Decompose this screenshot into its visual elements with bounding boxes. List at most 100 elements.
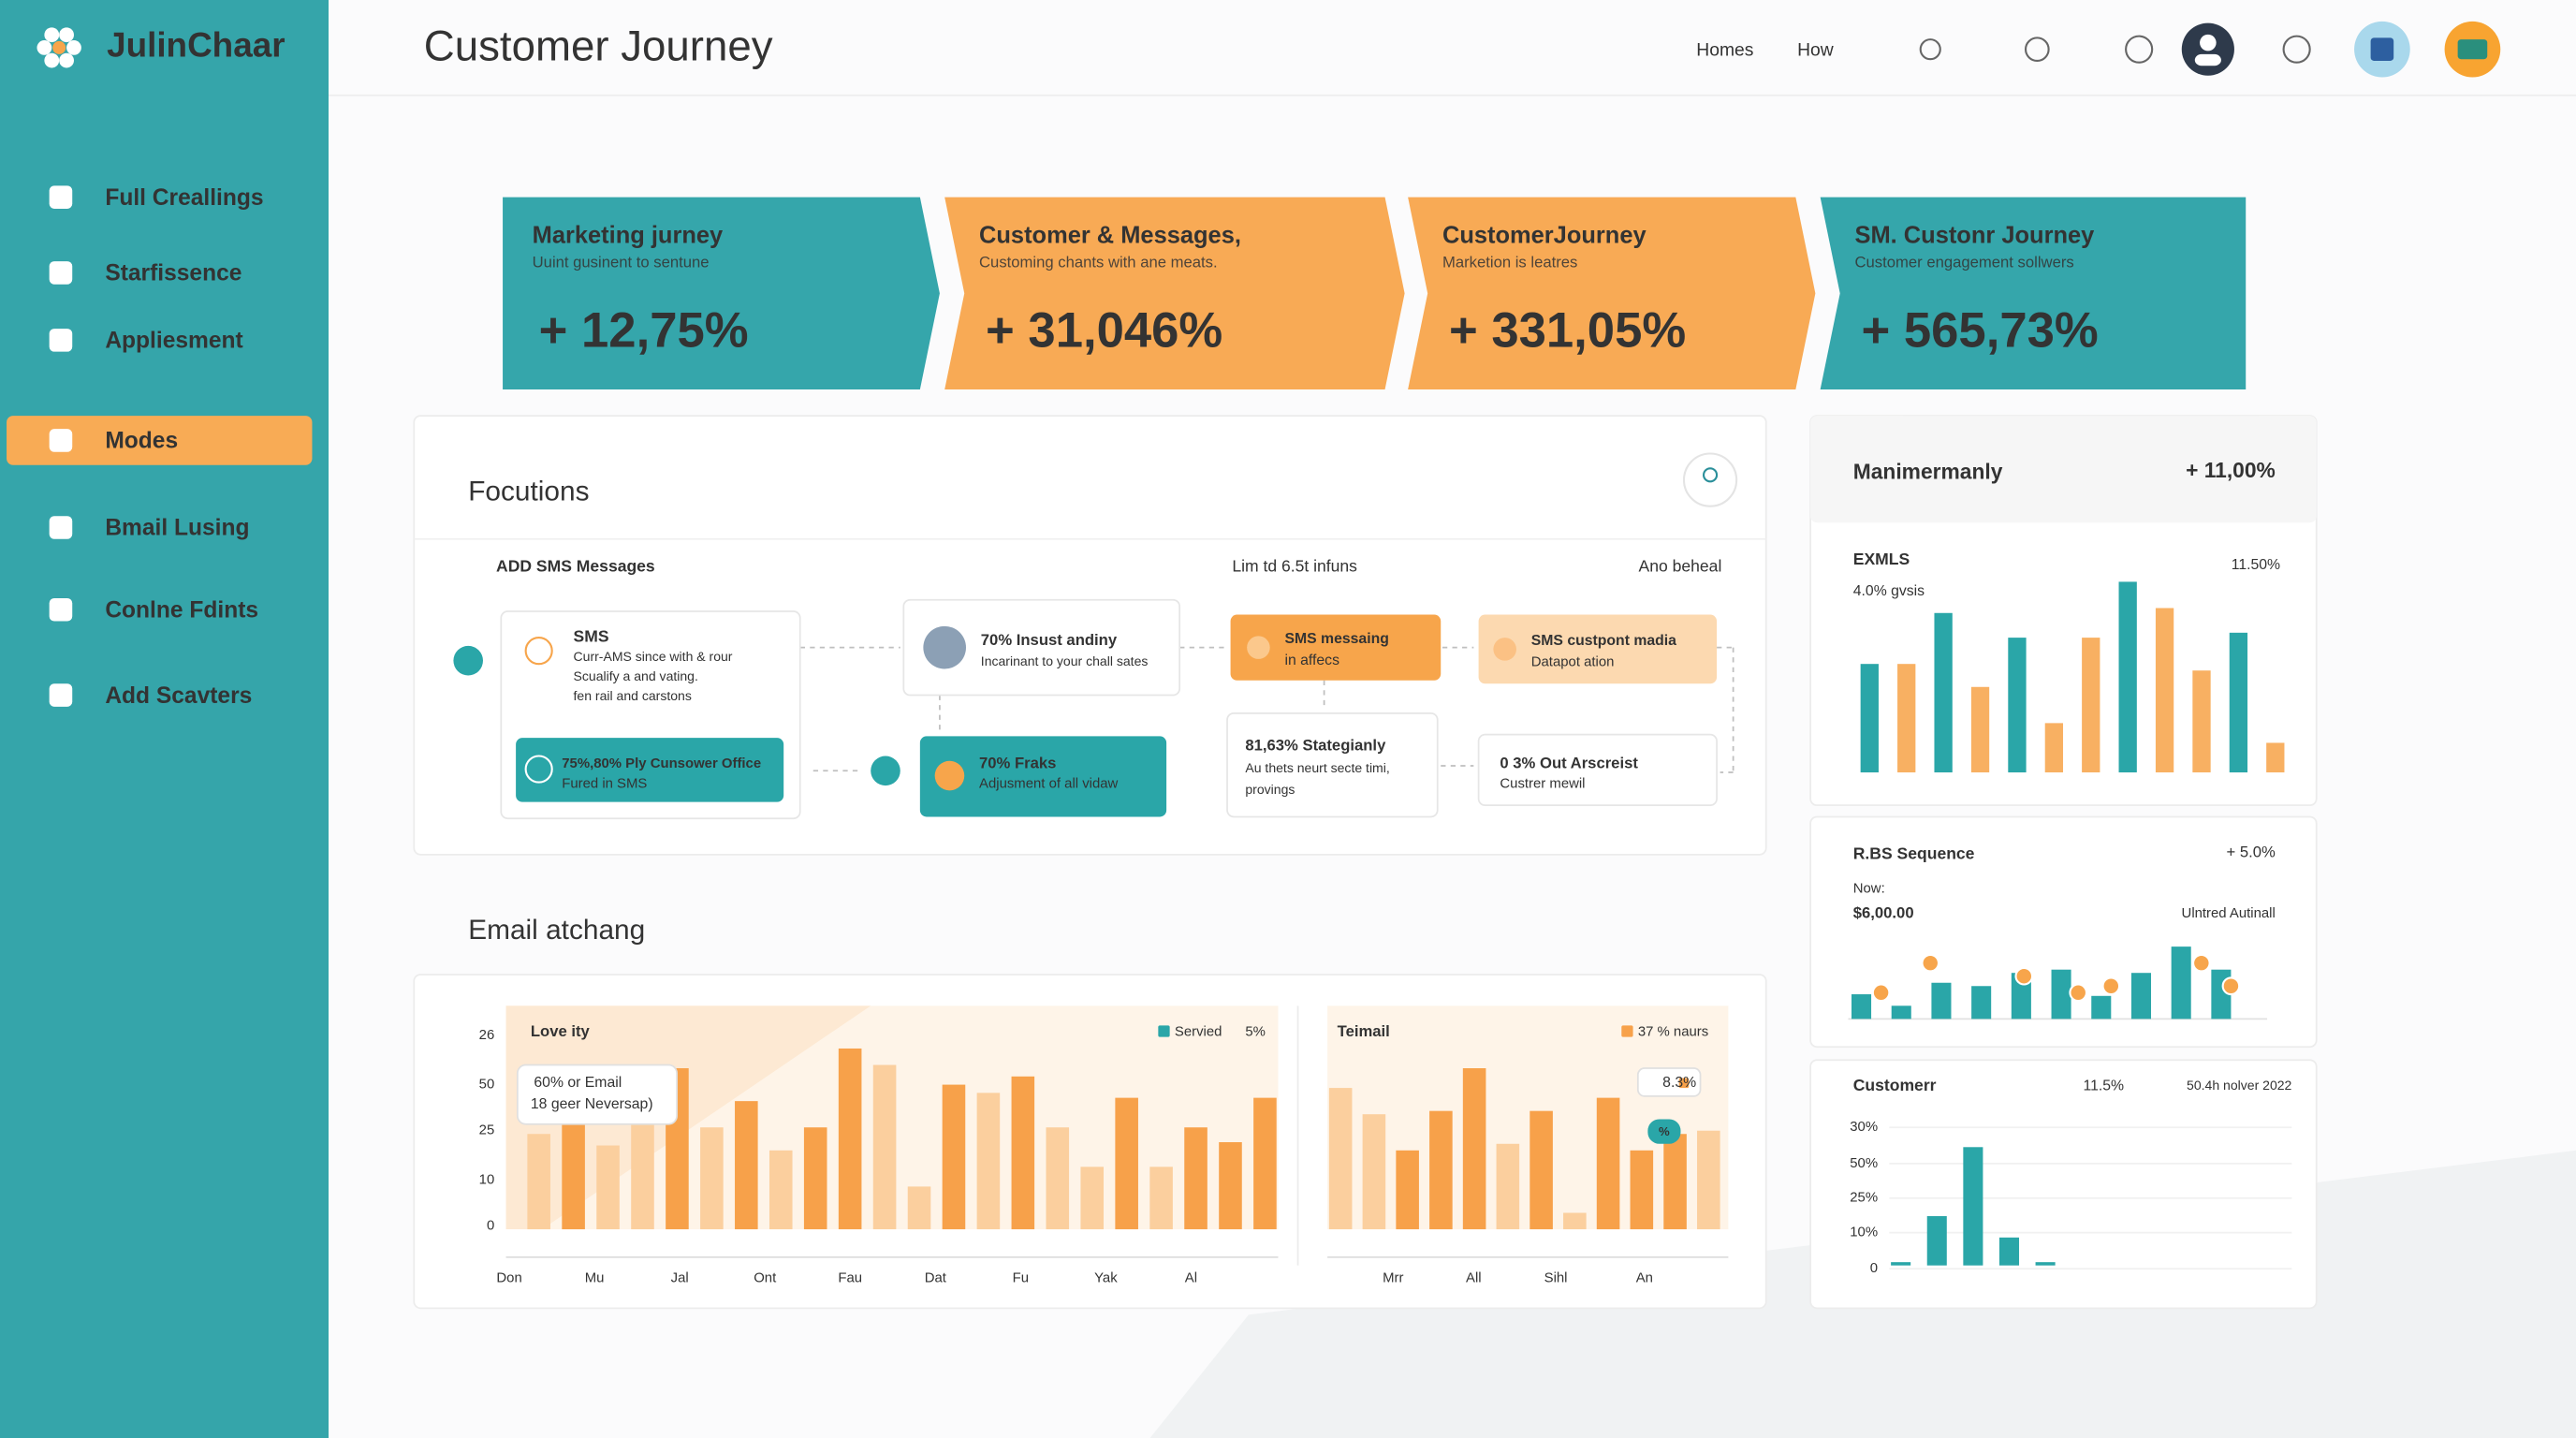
- node-icon: [1247, 636, 1270, 659]
- header-icon: [2282, 35, 2311, 64]
- bar: [1596, 1097, 1620, 1230]
- bar: [1891, 1262, 1911, 1266]
- nav-icon: [49, 185, 73, 209]
- bar: [1971, 986, 1992, 1020]
- bar: [1219, 1142, 1242, 1230]
- bar: [1396, 1150, 1419, 1230]
- bar: [596, 1145, 620, 1230]
- panel-icon: [1682, 452, 1738, 507]
- axis-label: 25: [479, 1123, 495, 1138]
- bar: [1362, 1114, 1386, 1230]
- avatar-body: [2194, 53, 2221, 66]
- node-icon: [934, 760, 965, 791]
- column-header: Lim td 6.5t infuns: [1232, 556, 1357, 575]
- chart-note: 11.50%: [2232, 557, 2280, 573]
- header-link[interactable]: Homes: [1696, 41, 1753, 61]
- nav-item[interactable]: Full Creallings: [105, 185, 263, 211]
- dot-marker: [2014, 966, 2034, 986]
- bar: [1934, 612, 1953, 773]
- flow-node: [1230, 614, 1442, 681]
- node-text: provings: [1245, 782, 1295, 797]
- logo-petal: [37, 40, 52, 55]
- bar: [527, 1134, 550, 1230]
- sidebar: [0, 0, 329, 1438]
- bar: [700, 1127, 724, 1230]
- x-label: Jal: [671, 1271, 689, 1286]
- check-node: [871, 756, 900, 786]
- chart-amount: $6,00.00: [1853, 903, 1914, 921]
- nav-item[interactable]: Modes: [105, 429, 178, 454]
- logo-petal: [59, 27, 74, 43]
- axis-label: 26: [479, 1028, 495, 1043]
- x-label: Mu: [585, 1271, 605, 1286]
- avatar-head: [2200, 34, 2217, 51]
- page-title: Customer Journey: [424, 22, 773, 70]
- bar: [1184, 1127, 1208, 1230]
- axis-label: 50: [479, 1078, 495, 1093]
- bar: [1852, 994, 1872, 1020]
- kpi-subtitle: Customing chants with ane meats.: [979, 253, 1218, 271]
- nav-item[interactable]: Appliesment: [105, 329, 242, 354]
- header-icon: [2024, 37, 2050, 63]
- kpi-value: + 331,05%: [1449, 302, 1686, 358]
- header-link[interactable]: How: [1797, 41, 1834, 61]
- bar: [2044, 723, 2064, 773]
- node-text: Scualify a and vating.: [574, 668, 698, 683]
- bar: [1926, 1216, 1947, 1266]
- bar: [1046, 1127, 1070, 1230]
- bar: [1011, 1076, 1035, 1230]
- app-icon: [2370, 37, 2394, 61]
- panel-value: + 5.0%: [2226, 843, 2276, 860]
- x-label: An: [1636, 1271, 1653, 1286]
- axis-label: 0: [487, 1218, 494, 1233]
- header-icon: [2125, 35, 2154, 64]
- header-icon: [1919, 38, 1941, 61]
- node-text: Au thets neurt secte timi,: [1245, 760, 1389, 775]
- bar: [907, 1186, 931, 1230]
- chart-title: Love ity: [531, 1022, 591, 1040]
- bar: [735, 1101, 758, 1230]
- x-label: Ont: [754, 1271, 777, 1286]
- nav-icon: [49, 329, 73, 352]
- axis-label: 25%: [1850, 1191, 1878, 1206]
- bar: [1462, 1068, 1486, 1230]
- bar: [942, 1084, 966, 1230]
- chart-note: 50.4h nolver 2022: [2187, 1078, 2292, 1093]
- dot-marker: [2101, 976, 2121, 996]
- nav-item[interactable]: Add Scavters: [105, 683, 252, 709]
- chart-title: EXMLS: [1853, 550, 1910, 568]
- node-text: Incarinant to your chall sates: [981, 653, 1149, 668]
- x-label: Fau: [838, 1271, 862, 1286]
- logo-petal: [59, 52, 74, 68]
- bar: [1253, 1097, 1277, 1230]
- kpi-card: [1408, 197, 1816, 390]
- panel-title: Focutions: [468, 477, 589, 507]
- nav-icon: [49, 683, 73, 707]
- dot-marker: [2221, 976, 2241, 996]
- nav-item[interactable]: Bmail Lusing: [105, 516, 249, 541]
- node-icon: [1493, 638, 1516, 661]
- bar: [2051, 969, 2071, 1020]
- kpi-subtitle: Uuint gusinent to sentune: [533, 253, 710, 271]
- kpi-value: + 565,73%: [1862, 302, 2099, 358]
- node-text: Curr-AMS since with & rour: [574, 649, 733, 664]
- legend-text: 5%: [1245, 1024, 1266, 1039]
- panel-value: + 11,00%: [2186, 458, 2276, 482]
- node-text: 0 3% Out Arscreist: [1500, 755, 1638, 772]
- flow-node: [516, 738, 784, 802]
- legend-text: Servied: [1175, 1024, 1222, 1039]
- nav-item[interactable]: Starfissence: [105, 261, 242, 286]
- x-label: Al: [1185, 1271, 1197, 1286]
- nav-active-bg: [7, 416, 313, 465]
- bar: [1530, 1110, 1553, 1230]
- bar: [1115, 1097, 1138, 1230]
- panel-title: R.BS Sequence: [1853, 844, 1975, 862]
- annotation-box: [516, 1064, 678, 1125]
- bar: [2155, 608, 2174, 773]
- bar: [1080, 1167, 1105, 1230]
- dot-marker: [1921, 953, 1940, 973]
- bar: [2130, 973, 2152, 1020]
- legend-swatch: [1621, 1025, 1633, 1037]
- nav-item[interactable]: Conlne Fdints: [105, 598, 258, 624]
